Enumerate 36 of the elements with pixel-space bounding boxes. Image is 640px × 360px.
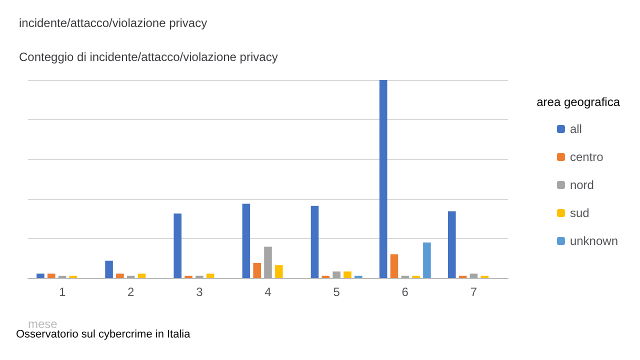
x-tick-label: 1 — [58, 285, 66, 299]
x-tick-label: 5 — [333, 285, 340, 299]
bar — [344, 271, 352, 278]
legend-title: area geografica — [536, 95, 620, 109]
bar — [36, 274, 44, 278]
x-tick-label: 2 — [128, 285, 135, 299]
chart-title: incidente/attacco/violazione privacy — [19, 16, 208, 30]
bar — [242, 204, 250, 278]
x-axis-title: mese — [28, 317, 58, 331]
chart-subtitle: Conteggio di incidente/attacco/violazione privacy — [19, 50, 278, 64]
bar — [448, 211, 456, 278]
x-tick-label: 3 — [196, 285, 204, 299]
bar — [332, 271, 340, 278]
x-tick-label: 6 — [402, 285, 409, 299]
bar — [275, 265, 283, 278]
bar — [264, 246, 272, 278]
bar — [138, 274, 146, 278]
bar — [390, 254, 398, 278]
bar — [423, 242, 431, 278]
bar — [470, 274, 478, 278]
x-tick-label: 4 — [264, 285, 272, 299]
bar — [206, 274, 214, 278]
bar — [105, 260, 113, 278]
legend-label: all — [570, 122, 582, 136]
legend-label: unknown — [570, 234, 618, 248]
bar — [47, 274, 56, 278]
bar — [379, 80, 388, 278]
bar — [174, 213, 182, 278]
bar — [310, 206, 319, 278]
legend-label: sud — [570, 206, 590, 220]
bar — [253, 262, 261, 278]
legend-label: nord — [570, 178, 594, 192]
legend-label: centro — [570, 150, 604, 164]
text: Osservatorio sul cybercrime in Italia — [16, 328, 192, 340]
bar — [116, 274, 124, 278]
x-tick-label: 7 — [470, 285, 478, 299]
